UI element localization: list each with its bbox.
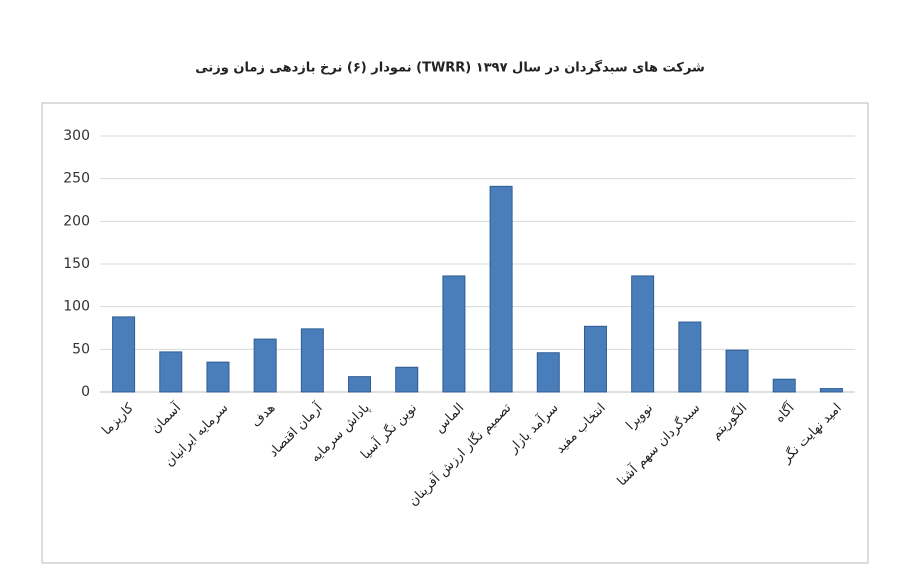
y-tick-label: 50 bbox=[72, 341, 90, 357]
bar bbox=[678, 321, 702, 393]
bar bbox=[253, 338, 277, 393]
bar bbox=[300, 328, 324, 393]
y-tick-label: 250 bbox=[63, 171, 90, 187]
bar bbox=[348, 376, 372, 393]
bar bbox=[536, 352, 560, 393]
y-tick-label: 200 bbox=[63, 213, 90, 229]
bar bbox=[395, 366, 419, 393]
y-tick-label: 150 bbox=[63, 256, 90, 272]
bar bbox=[772, 378, 796, 393]
plot-frame bbox=[41, 102, 869, 564]
chart-title: نمودار (۶) نرخ بازدهی زمان وزنی (TWRR) ش… bbox=[195, 60, 704, 76]
bar bbox=[442, 275, 466, 393]
bar bbox=[631, 275, 655, 393]
y-tick-label: 100 bbox=[63, 299, 90, 315]
bar bbox=[725, 349, 749, 393]
bar bbox=[489, 185, 513, 393]
bar bbox=[206, 361, 230, 393]
bar bbox=[583, 325, 607, 393]
bar bbox=[819, 388, 843, 393]
bar bbox=[112, 316, 136, 393]
y-tick-label: 0 bbox=[81, 384, 90, 400]
y-tick-label: 300 bbox=[63, 128, 90, 144]
bar bbox=[159, 351, 183, 393]
